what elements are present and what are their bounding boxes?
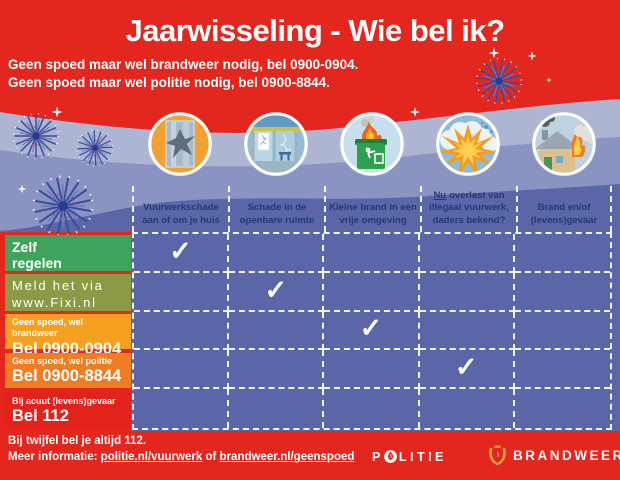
row-label-bel-0900-0904: Geen spoed, wel brandweer Bel 0900-0904 [5,314,131,358]
table-cell [324,272,420,312]
politie-vuurwerk-link[interactable]: politie.nl/vuurwerk [100,451,203,463]
table-cell: ✓ [419,350,515,390]
brandweer-logo: BRANDWEER [487,445,620,466]
broken-window-icon [148,112,212,176]
subtitle-brandweer: Geen spoed maar wel brandweer nodig, bel… [8,57,359,72]
politie-flame-icon [383,450,397,463]
brandweer-crest-icon [489,445,506,466]
checkmark: ✓ [454,352,478,383]
column-headers: Vuurwerkschade aan of om je huis Schade … [132,186,612,232]
house-fire-icon [532,112,596,176]
row-label-fixi: Meld het via www.Fixi.nl [5,274,131,311]
table-cell [229,350,325,390]
brandweer-geenspoed-link[interactable]: brandweer.nl/geenspoed [219,451,355,463]
fixi-link: www.Fixi.nl [12,294,97,310]
table-cell [514,350,610,390]
decision-matrix: ✓ ✓ ✓ ✓ [132,232,612,430]
table-cell [419,311,515,351]
checkmark: ✓ [169,235,192,266]
column-label: Kleine brand in een vrije omgeving [329,202,417,226]
page-title: Jaarwisseling - Wie bel ik? [125,13,505,48]
column-header-schade-openbare-ruimte: Schade in de openbare ruimte [228,186,324,232]
column-header-brand-levensgevaar: Brand en/of (levens)gevaar [516,186,612,232]
footer-doubt-line: Bij twijfel bel je altijd 112. [8,435,147,447]
table-cell [134,272,230,312]
table-cell [514,273,610,312]
table-cell [419,272,515,312]
phone-number: Bel 0900-8844 [12,367,122,386]
row-label-bel-112: Bij acuut (levens)gevaar Bel 112 [5,392,131,428]
column-header-vuurwerkschade: Vuurwerkschade aan of om je huis [132,186,228,232]
table-cell [514,234,610,273]
phone-number: Bel 112 [12,407,69,426]
table-cell [134,389,230,428]
table-cell [515,389,610,428]
table-cell: ✓ [324,311,420,351]
row-label-bel-0900-8844: Geen spoed, wel politie Bel 0900-8844 [5,353,131,388]
underlined-word: Nu [433,189,447,201]
table-cell [134,350,230,390]
table-cell [229,389,325,428]
column-label: Schade in de openbare ruimte [239,202,315,226]
table-cell [229,234,325,273]
column-label: Brand en/of (levens)gevaar [530,202,598,226]
checkmark: ✓ [264,274,288,305]
table-cell [420,389,515,428]
row-label-zelf-regelen: Zelf regelen [5,235,131,271]
burning-bin-icon [340,112,404,176]
public-space-damage-icon [244,112,308,176]
table-cell [324,389,420,428]
table-cell [514,312,610,351]
table-cell: ✓ [134,234,230,273]
footer-info-line: Meer informatie: politie.nl/vuurwerk of … [8,451,355,463]
column-header-kleine-brand: Kleine brand in een vrije omgeving [324,186,420,232]
column-label: Nu overlast van illegaal vuurwerk, daders… [429,189,509,226]
illegal-fireworks-icon [436,112,500,176]
politie-logo: P LITIE [372,449,447,464]
checkmark: ✓ [359,313,383,344]
column-header-illegaal-vuurwerk: Nu overlast van illegaal vuurwerk, daders… [420,186,516,232]
table-cell: ✓ [229,272,325,312]
column-label: Vuurwerkschade aan of om je huis [142,202,220,226]
table-cell [229,311,325,351]
table-cell [324,350,420,390]
table-cell [419,234,515,273]
table-cell [134,311,230,351]
table-cell [324,234,420,273]
subtitle-politie: Geen spoed maar wel politie nodig, bel 0… [8,75,330,90]
